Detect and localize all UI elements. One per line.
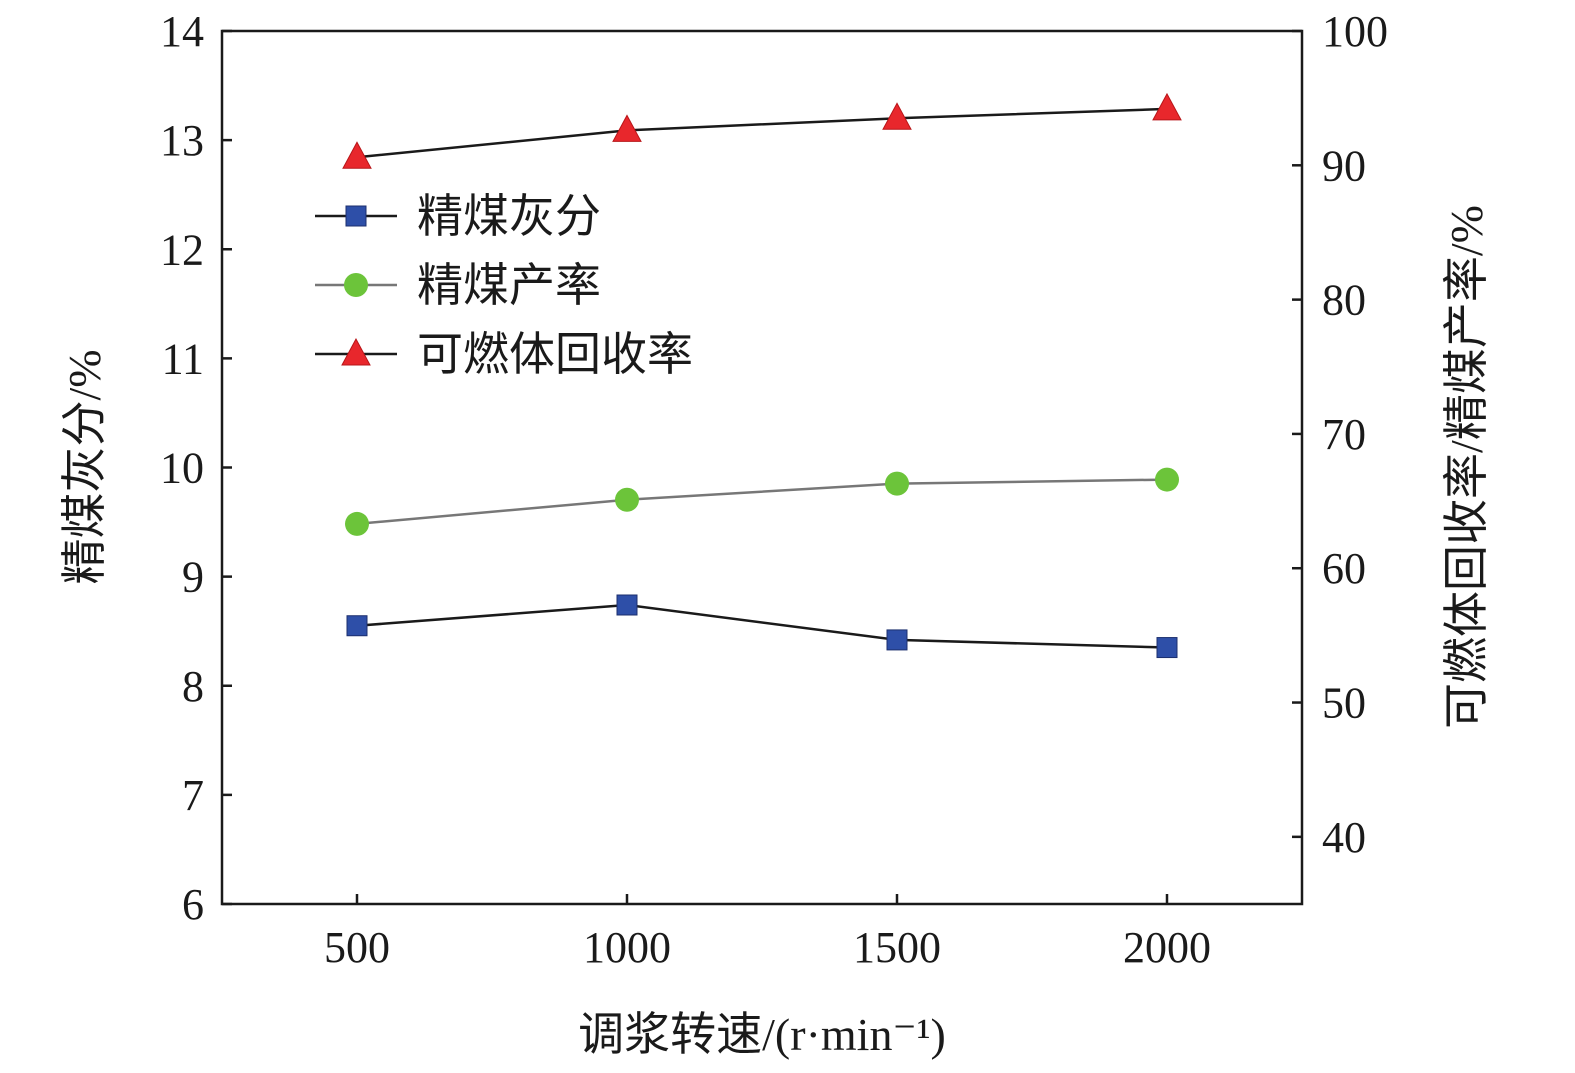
y-right-tick-label: 100	[1322, 7, 1388, 56]
x-tick-label: 1500	[853, 923, 941, 972]
legend-label: 精煤灰分	[417, 191, 601, 242]
legend-marker-square	[345, 205, 367, 227]
data-point-square	[346, 615, 368, 637]
y-left-tick-label: 9	[182, 553, 204, 602]
data-point-circle	[885, 471, 909, 496]
y-left-tick-label: 11	[162, 334, 204, 383]
y-right-tick-label: 80	[1322, 276, 1366, 325]
legend-label: 可燃体回收率	[417, 329, 693, 380]
data-point-triangle	[882, 102, 912, 130]
y-left-tick-label: 7	[182, 771, 204, 820]
data-point-square	[616, 594, 638, 616]
data-point-circle	[1155, 467, 1179, 492]
series-line-0	[356, 603, 1168, 649]
data-point-circle	[345, 511, 369, 536]
y-right-tick-label: 60	[1322, 544, 1366, 593]
x-tick-label: 1000	[583, 923, 671, 972]
y-right-tick-label: 40	[1322, 813, 1366, 862]
y-left-tick-label: 12	[160, 225, 204, 274]
data-point-square	[886, 629, 908, 651]
legend-marker-circle	[344, 273, 368, 297]
legend-marker-triangle	[341, 337, 371, 366]
series-line-1	[356, 478, 1168, 526]
data-point-triangle	[612, 114, 642, 142]
x-tick-label: 2000	[1123, 923, 1211, 972]
x-axis-title: 调浆转速/(r·min⁻¹)	[578, 1009, 946, 1060]
y-left-tick-label: 6	[182, 880, 204, 929]
x-tick-label: 500	[324, 923, 390, 972]
data-point-square	[1156, 637, 1178, 659]
y-left-tick-label: 8	[182, 662, 204, 711]
data-point-triangle	[342, 141, 372, 169]
legend-label: 精煤产率	[417, 260, 601, 311]
y-left-tick-label: 10	[160, 444, 204, 493]
y-left-tick-label: 14	[160, 7, 204, 56]
y-right-tick-label: 70	[1322, 410, 1366, 459]
y-right-tick-label: 50	[1322, 679, 1366, 728]
y-axis-right-title: 可燃体回收率/精煤产率/%	[1441, 205, 1492, 729]
y-axis-left-title: 精煤灰分/%	[59, 349, 110, 584]
y-right-tick-label: 90	[1322, 141, 1366, 190]
data-point-triangle	[1152, 92, 1182, 121]
plot-frame	[220, 29, 1304, 906]
data-point-circle	[615, 487, 639, 512]
series-line-2	[356, 107, 1168, 159]
y-left-tick-label: 13	[160, 116, 204, 165]
